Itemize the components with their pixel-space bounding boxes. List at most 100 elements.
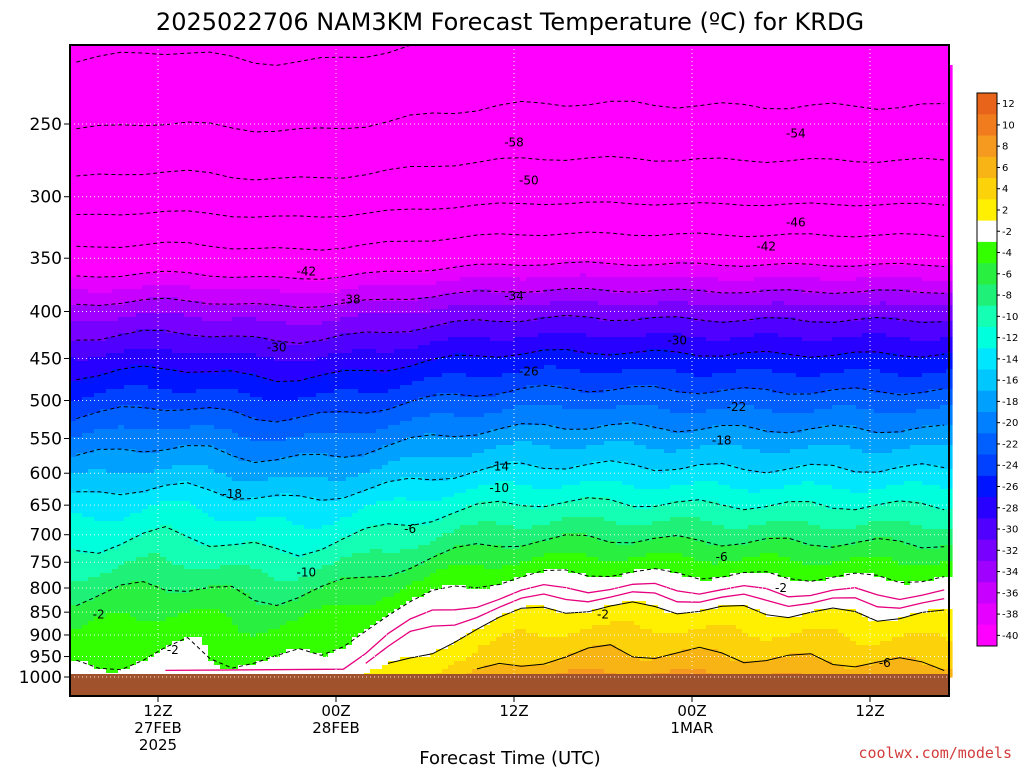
temp-cell: [190, 117, 197, 122]
temp-cell: [118, 393, 125, 398]
temp-cell: [172, 557, 179, 562]
temp-cell: [214, 461, 221, 466]
temp-cell: [88, 517, 95, 522]
temp-cell: [88, 193, 95, 198]
temp-cell: [226, 277, 233, 282]
temp-cell: [232, 669, 239, 674]
temp-cell: [118, 557, 125, 562]
temp-cell: [190, 501, 197, 506]
temp-cell: [232, 605, 239, 610]
temp-cell: [232, 633, 239, 638]
temp-cell: [130, 361, 137, 366]
temp-cell: [238, 601, 245, 606]
temp-cell: [100, 385, 107, 390]
temp-cell: [178, 473, 185, 478]
temp-cell: [178, 321, 185, 326]
temp-cell: [256, 537, 263, 542]
temp-cell: [82, 597, 89, 602]
temp-cell: [130, 341, 137, 346]
temp-cell: [232, 509, 239, 514]
temp-cell: [172, 661, 179, 666]
temp-cell: [142, 125, 149, 130]
temp-cell: [94, 405, 101, 410]
temp-cell: [118, 629, 125, 634]
temp-cell: [262, 253, 269, 258]
temp-cell: [196, 301, 203, 306]
temp-cell: [238, 169, 245, 174]
temp-cell: [136, 253, 143, 258]
temp-cell: [76, 121, 83, 126]
temp-cell: [232, 189, 239, 194]
temp-cell: [208, 285, 215, 290]
temp-cell: [184, 301, 191, 306]
temp-cell: [244, 169, 251, 174]
temp-cell: [88, 649, 95, 654]
temp-cell: [178, 305, 185, 310]
temp-cell: [232, 621, 239, 626]
temp-cell: [178, 665, 185, 670]
temp-cell: [70, 201, 77, 206]
temp-cell: [154, 517, 161, 522]
temp-cell: [256, 69, 263, 74]
temp-cell: [256, 341, 263, 346]
temp-cell: [184, 457, 191, 462]
temp-cell: [148, 261, 155, 266]
temp-cell: [214, 197, 221, 202]
temp-cell: [250, 281, 257, 286]
temp-cell: [160, 393, 167, 398]
temp-cell: [220, 397, 227, 402]
temp-cell: [118, 453, 125, 458]
temp-cell: [70, 369, 77, 374]
temp-cell: [148, 641, 155, 646]
temp-cell: [94, 153, 101, 158]
temp-cell: [160, 217, 167, 222]
temp-cell: [70, 69, 77, 74]
temp-cell: [112, 517, 119, 522]
temp-cell: [70, 385, 77, 390]
temp-cell: [238, 589, 245, 594]
temp-cell: [136, 525, 143, 530]
temp-cell: [232, 101, 239, 106]
temp-cell: [118, 349, 125, 354]
temp-cell: [100, 217, 107, 222]
temp-cell: [238, 545, 245, 550]
temp-cell: [184, 437, 191, 442]
temp-cell: [160, 77, 167, 82]
temp-cell: [226, 165, 233, 170]
temp-cell: [166, 405, 173, 410]
temp-cell: [70, 145, 77, 150]
temp-cell: [256, 65, 263, 70]
temp-cell: [154, 461, 161, 466]
temp-cell: [118, 533, 125, 538]
temp-cell: [226, 65, 233, 70]
temp-cell: [70, 285, 77, 290]
temp-cell: [88, 529, 95, 534]
temp-cell: [118, 325, 125, 330]
temp-cell: [82, 217, 89, 222]
temp-cell: [118, 593, 125, 598]
temp-cell: [88, 109, 95, 114]
temp-cell: [160, 109, 167, 114]
temp-cell: [88, 325, 95, 330]
temp-cell: [148, 409, 155, 414]
temp-cell: [238, 405, 245, 410]
temp-cell: [148, 645, 155, 650]
temp-cell: [142, 217, 149, 222]
temp-cell: [130, 313, 137, 318]
temp-cell: [172, 165, 179, 170]
temp-cell: [256, 489, 263, 494]
temp-cell: [94, 253, 101, 258]
temp-cell: [184, 185, 191, 190]
temp-cell: [172, 129, 179, 134]
temp-cell: [202, 173, 209, 178]
temp-cell: [214, 161, 221, 166]
temp-cell: [70, 541, 77, 546]
temp-cell: [178, 337, 185, 342]
temp-cell: [76, 117, 83, 122]
temp-cell: [202, 177, 209, 182]
temp-cell: [214, 473, 221, 478]
temp-cell: [94, 413, 101, 418]
temp-cell: [220, 185, 227, 190]
temp-cell: [250, 557, 257, 562]
temp-cell: [244, 493, 251, 498]
